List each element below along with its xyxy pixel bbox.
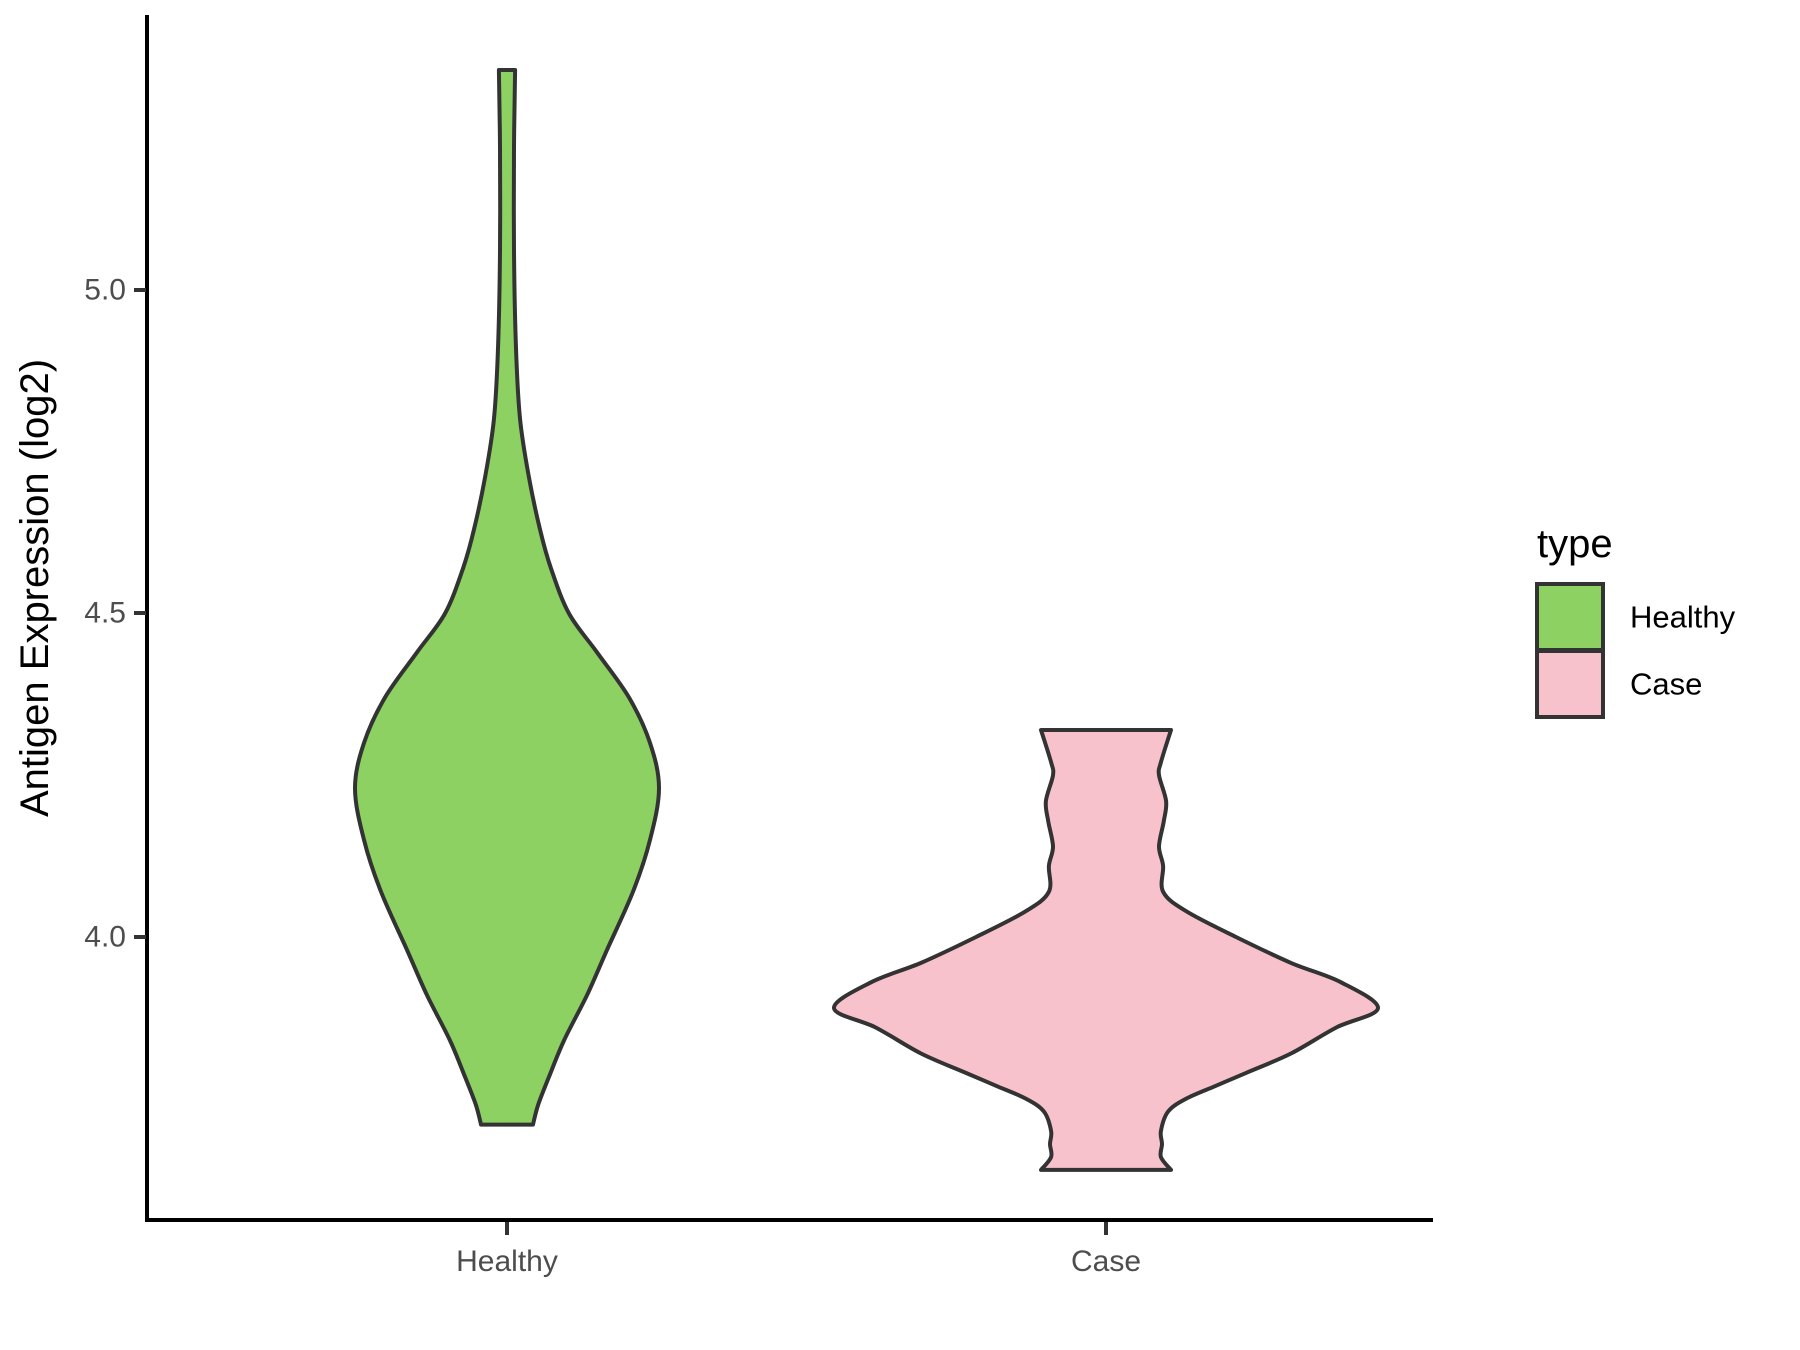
- legend-key-healthy: [1535, 582, 1605, 652]
- legend-label-healthy: Healthy: [1630, 600, 1736, 635]
- x-axis: Healthy Case: [145, 1218, 1433, 1278]
- violin-case: [832, 728, 1380, 1172]
- y-tick-label-5.0: 5.0: [84, 274, 126, 307]
- legend-label-case: Case: [1630, 667, 1702, 702]
- y-tick-label-4.5: 4.5: [84, 597, 126, 630]
- legend-title: type: [1537, 522, 1613, 566]
- x-tick-label-healthy: Healthy: [456, 1245, 558, 1278]
- x-tick-label-case: Case: [1071, 1245, 1141, 1278]
- y-axis: 4.0 4.5 5.0 Antigen Expression (log2): [13, 15, 149, 1222]
- violin-healthy: [353, 68, 661, 1127]
- legend: type Healthy Case: [1535, 522, 1736, 719]
- y-axis-title: Antigen Expression (log2): [13, 359, 57, 817]
- y-tick-label-4.0: 4.0: [84, 921, 126, 954]
- legend-key-case: [1535, 649, 1605, 719]
